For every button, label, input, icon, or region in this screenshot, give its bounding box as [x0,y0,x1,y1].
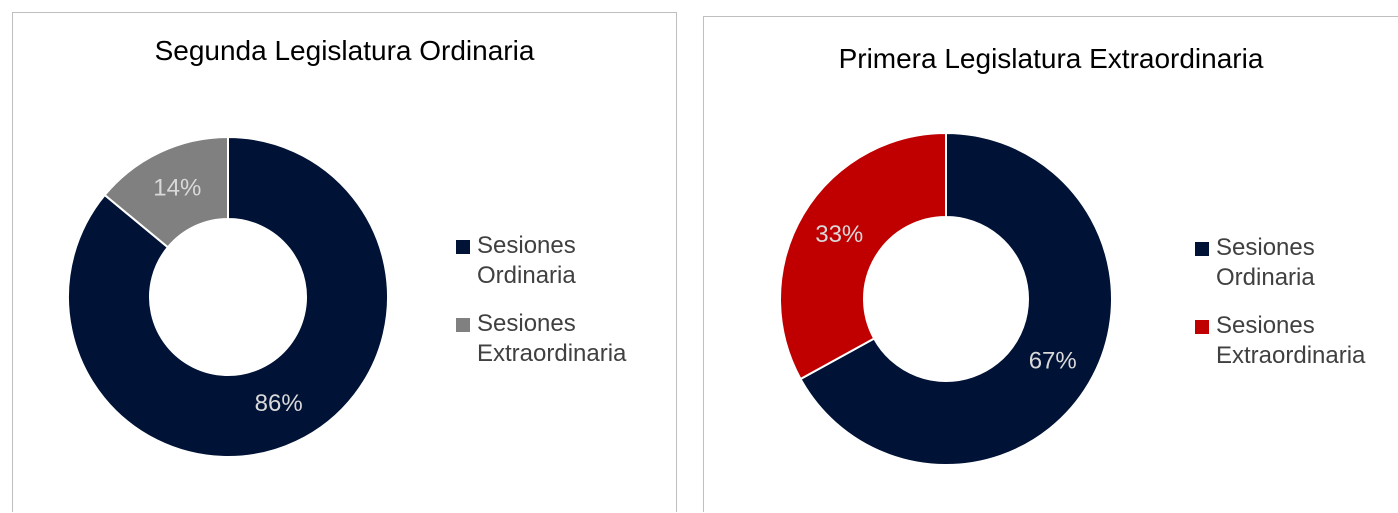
legend-label: Sesiones Ordinaria [1216,234,1315,291]
data-label: 33% [815,221,863,248]
donut-chart: 67% 33% [779,131,1113,466]
chart-title: Primera Legislatura Extraordinaria [838,43,1264,74]
donut-slice [779,131,947,381]
legend-label: Sesiones Extraordinaria [477,310,627,367]
chart-panel: Primera Legislatura Extraordinaria 67% 33… [703,16,1398,512]
legend-entry: Sesiones Ordinaria [456,231,646,291]
legend: Sesiones Ordinaria Sesiones Extraordinari… [1195,233,1385,389]
legend-swatch [1195,242,1209,256]
donut-slice [799,131,1113,466]
legend-entry: Sesiones Extraordinaria [456,309,646,369]
data-label: 86% [255,390,303,417]
legend-entry: Sesiones Ordinaria [1195,233,1385,293]
legend-swatch [1195,320,1209,334]
chart-panel: Segunda Legislatura Ordinaria 86% 14% Ses… [12,12,677,512]
legend-label: Sesiones Ordinaria [477,232,576,289]
donut-chart: 86% 14% [67,135,389,458]
chart-title: Segunda Legislatura Ordinaria [154,35,535,66]
legend: Sesiones Ordinaria Sesiones Extraordinari… [456,231,646,387]
donut-slice [67,135,389,458]
donut-slice [103,135,229,249]
legend-entry: Sesiones Extraordinaria [1195,311,1385,371]
data-label: 14% [153,175,201,202]
legend-swatch [456,240,470,254]
data-label: 67% [1029,347,1077,374]
legend-label: Sesiones Extraordinaria [1216,312,1366,369]
legend-swatch [456,318,470,332]
